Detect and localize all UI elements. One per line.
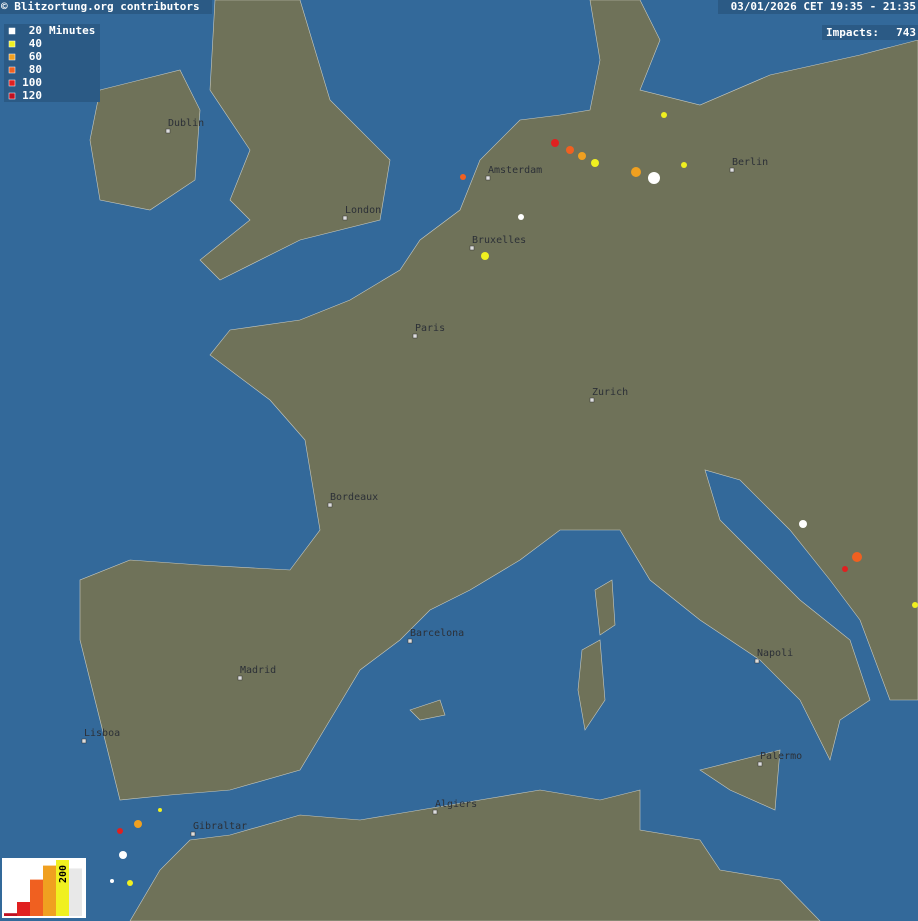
city-dot [589,397,595,403]
legend-swatch [8,40,16,48]
histogram-bar [56,860,69,916]
legend-entry: 120 [22,89,42,102]
legend-swatch [8,27,16,35]
land-corsica [594,579,616,636]
land-sardinia [577,639,606,731]
histogram-bar [30,879,43,916]
city-dot [327,502,333,508]
city-label: Bruxelles [472,235,526,246]
land-europe [79,0,918,801]
credit-bg [0,0,212,14]
city-label: Amsterdam [488,165,542,176]
city-label: Zurich [592,387,628,398]
city-dot [237,675,243,681]
impacts-value: 743 [896,26,916,39]
city-dot [407,638,413,644]
city-label: Napoli [757,648,793,659]
land-balearics [409,699,446,721]
histogram-max-label: 200 [58,865,69,883]
city-dot [190,831,196,837]
city-dot [412,333,418,339]
city-label: Bordeaux [330,492,378,503]
histogram-bar [43,865,56,916]
city-dot [729,167,735,173]
city-label: Gibraltar [193,821,247,832]
legend-entry: 40 [29,37,42,50]
city-dot [754,658,760,664]
legend-swatch [8,79,16,87]
impacts-label: Impacts: [826,26,879,39]
legend-entry: 100 [22,76,42,89]
land-britain [199,0,391,281]
city-dot [81,738,87,744]
histogram-bar [17,902,30,916]
city-label: Barcelona [410,628,464,639]
lightning [110,112,918,886]
legend-swatch [8,92,16,100]
city-dot [432,809,438,815]
city-label: Lisboa [84,728,120,739]
legend-bg [4,24,100,102]
city-dot [757,761,763,767]
city-dot [485,175,491,181]
legend-swatch [8,66,16,74]
city-dot [342,215,348,221]
city-label: Madrid [240,665,276,676]
credit: © Blitzortung.org contributors [1,0,200,13]
city-label: Berlin [732,157,768,168]
histogram-bar [69,868,82,916]
city-dot [469,245,475,251]
histogram-bar [4,913,17,916]
land-africa [129,789,821,921]
legend-entry: 20 [29,24,42,37]
city-label: Paris [415,323,445,334]
city-label: Dublin [168,118,204,129]
city-dot [165,128,171,134]
city-label: Palermo [760,751,802,762]
time-range: 03/01/2026 CET 19:35 - 21:35 [731,0,916,13]
land-ireland [89,69,201,211]
time-bg [718,0,918,14]
impacts-bg [822,25,918,40]
city-label: Algiers [435,799,477,810]
legend-swatch [8,53,16,61]
city-label: London [345,205,381,216]
legend-unit: Minutes [49,24,95,37]
legend-entry: 60 [29,50,42,63]
legend-entry: 80 [29,63,42,76]
